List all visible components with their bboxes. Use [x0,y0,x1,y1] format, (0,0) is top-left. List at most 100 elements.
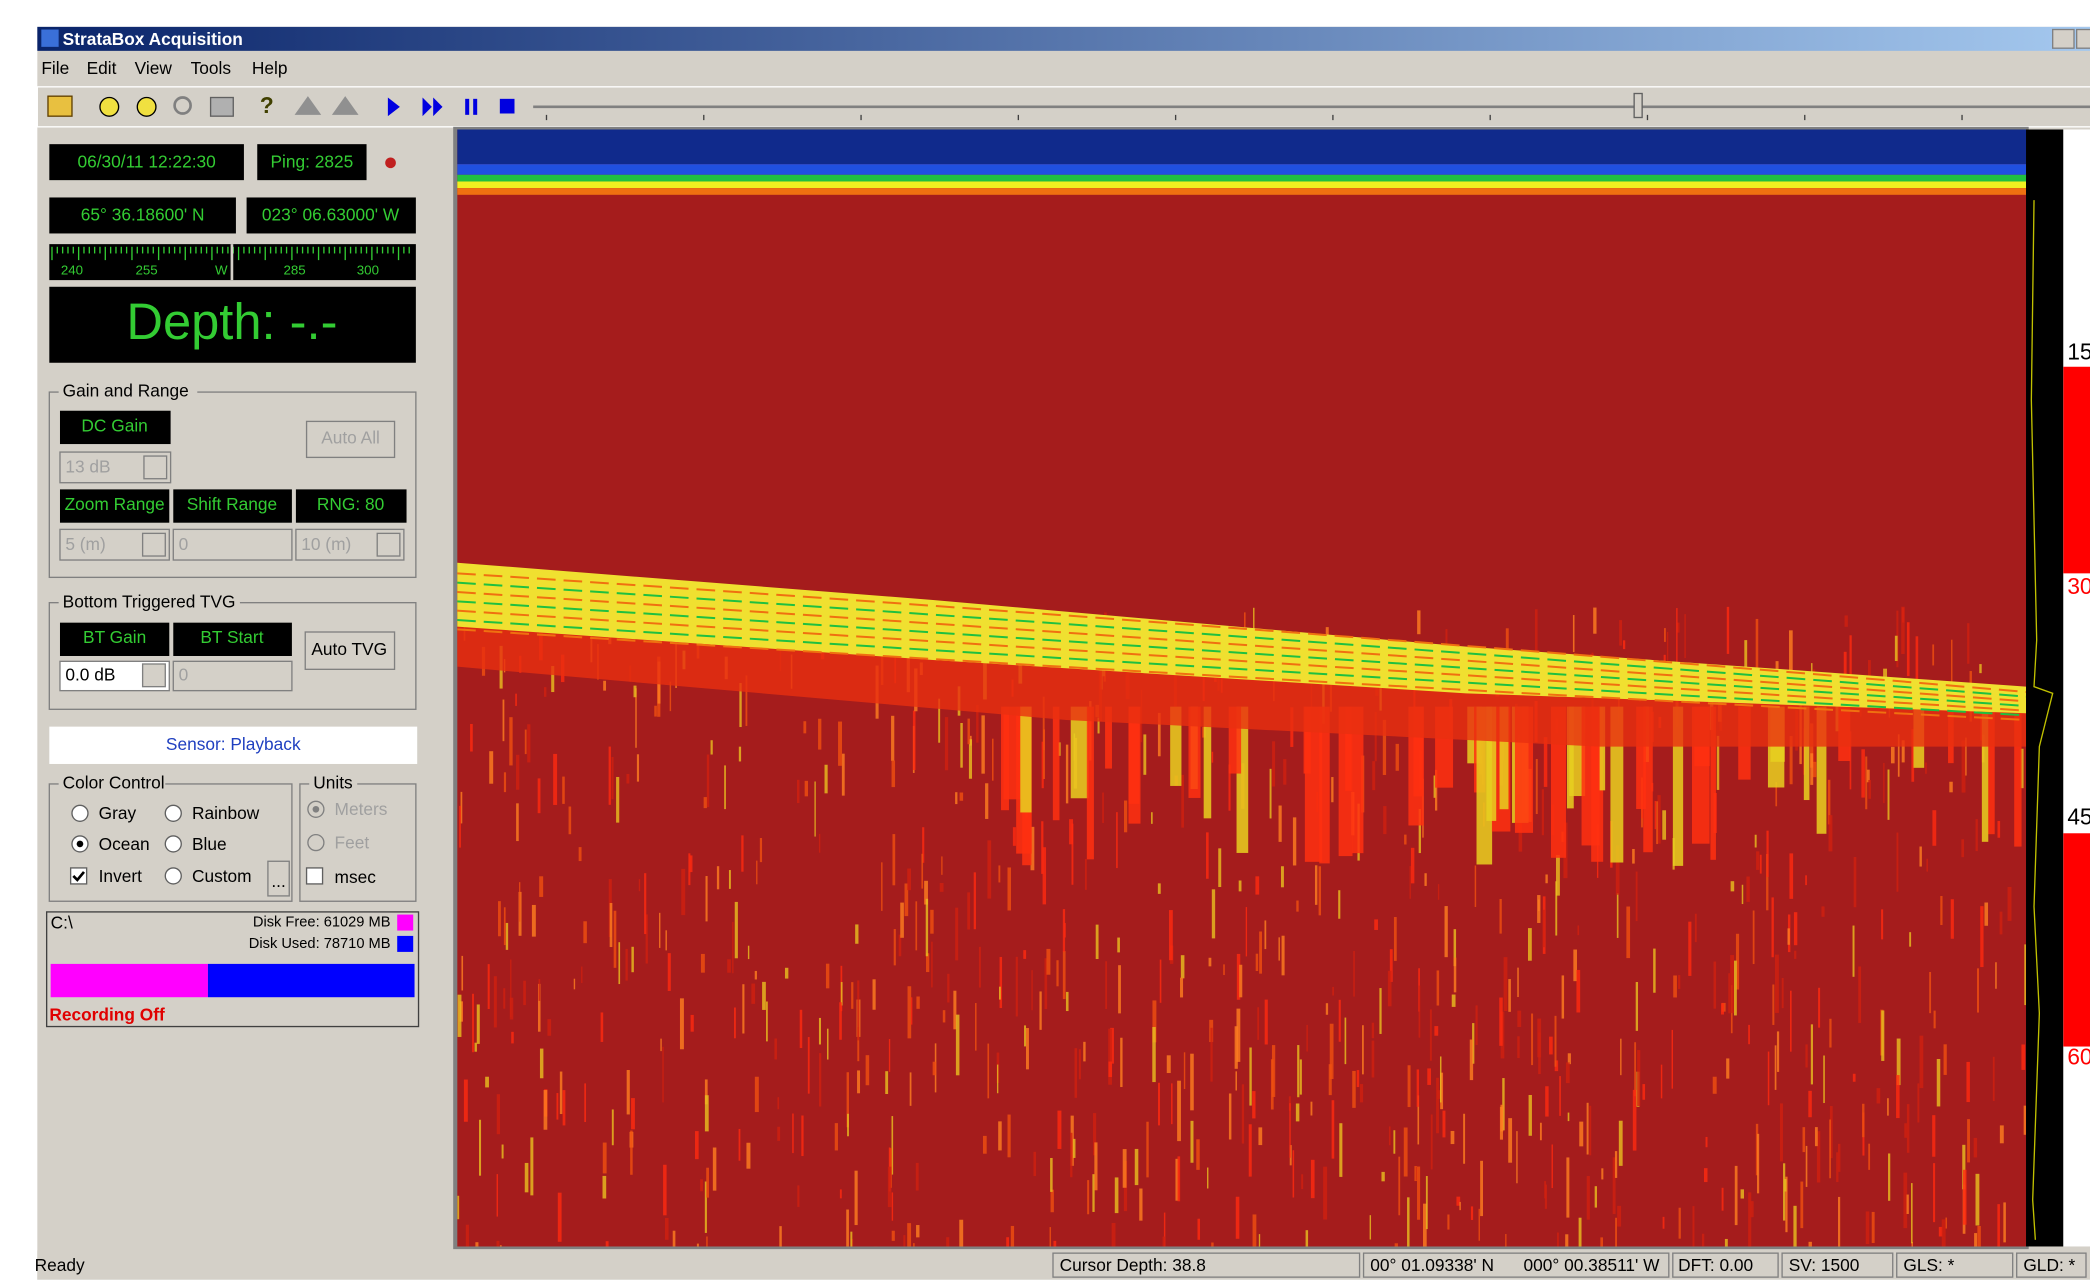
echo-speck [579,847,582,861]
echo-speck [1362,1025,1364,1074]
pause-button[interactable] [465,99,469,115]
echo-speck [1024,1025,1026,1046]
echo-speck [504,907,506,945]
radio[interactable] [165,805,181,821]
playback-slider[interactable] [1634,94,1642,118]
pause-button[interactable] [473,99,477,115]
menu-item[interactable]: Help [252,58,288,78]
echo-speck [1209,958,1212,967]
echo-speck [659,913,660,948]
option[interactable]: Gray [99,803,137,823]
bt-start-input[interactable] [173,661,292,690]
echo-speck [1637,1050,1640,1106]
echo-speck [1323,1167,1327,1220]
echo-speck [792,1114,794,1154]
echo-speck [1206,832,1209,878]
echo-speck [497,1094,500,1134]
echo-speck [835,1123,838,1150]
echo-speck [1746,876,1749,901]
help-button[interactable]: ? [260,92,274,118]
option[interactable]: Rainbow [192,803,260,823]
echo-speck [900,903,904,938]
tool-button[interactable] [137,98,156,117]
radio[interactable] [165,868,181,884]
echo-speck [1727,607,1729,654]
echo-speck [1555,881,1557,935]
dropdown-button[interactable] [377,533,400,556]
echo-speck [1411,848,1414,884]
echo-speck [748,946,749,959]
echo-speck [706,876,708,921]
checkbox-checked[interactable] [71,868,87,884]
checkbox[interactable] [307,868,323,884]
dropdown-button[interactable] [144,456,167,479]
echo-speck [563,1090,566,1125]
echo-speck [1396,744,1399,771]
open-button[interactable] [48,96,72,116]
echo-speck [892,761,896,788]
echo-speck [857,980,859,1040]
maximize-button[interactable] [2077,30,2090,49]
echo-speck [1872,1212,1875,1243]
radio[interactable] [308,835,324,851]
bt-start: BT Start [200,627,263,647]
echo-speck [892,1231,895,1241]
dropdown-button[interactable] [143,533,166,556]
echo-speck [530,1137,533,1195]
shift-value[interactable]: 0 [179,534,189,554]
custom-more[interactable]: ... [271,871,285,891]
menu-item[interactable]: View [135,58,173,78]
gain-value[interactable]: 13 dB [65,457,110,477]
auto-tvg[interactable]: Auto TVG [311,639,387,659]
zoom-value[interactable]: 5 (m) [65,534,105,554]
option[interactable]: Ocean [99,834,150,854]
stop-button[interactable] [500,99,515,114]
option[interactable]: Meters [335,799,388,819]
echo-speck [955,792,957,804]
echo-speck [670,682,671,712]
dropdown-button[interactable] [143,664,166,687]
menu-item[interactable]: Edit [87,58,117,78]
bt-start-value[interactable]: 0 [179,665,189,685]
echo-speck [1372,1041,1375,1078]
group-title: Gain and Range [63,381,189,401]
range-value[interactable]: 10 (m) [301,534,351,554]
echo-speck [1967,1119,1970,1162]
echo-speck [1633,1090,1637,1151]
echo-speck [510,998,513,1020]
option[interactable]: Feet [335,833,370,853]
option[interactable]: msec [335,867,377,887]
echo-speck [1319,866,1321,915]
echo-speck [1926,859,1928,872]
minimize-button[interactable] [2053,30,2074,49]
auto-all[interactable]: Auto All [321,427,380,447]
option[interactable]: Invert [99,866,142,886]
shift-input[interactable] [173,529,292,560]
app-icon [41,30,58,47]
echo-speck [1281,866,1284,887]
echo-speck [797,1185,799,1207]
echo-speck [1566,1062,1570,1083]
tool-button[interactable] [100,98,119,117]
option[interactable]: Custom [192,866,252,886]
menu-item[interactable]: File [41,58,69,78]
echo-speck [1115,1177,1119,1213]
menu-item[interactable]: Tools [191,58,232,78]
option[interactable]: Blue [192,834,227,854]
echo-speck [1784,1179,1786,1192]
echo-speck [826,964,829,989]
echo-speck [1118,965,1121,1013]
echo-speck [705,1095,709,1131]
echo-speck [497,1174,498,1216]
echo-speck [1239,880,1242,891]
echo-speck [1888,1153,1890,1200]
echo-speck [1246,907,1247,956]
radio[interactable] [165,836,181,852]
echo-speck [1167,1055,1171,1073]
radio[interactable] [72,805,88,821]
print-button[interactable] [211,98,234,117]
echo-speck [1223,964,1225,975]
echo-speck [1966,1062,1969,1102]
bt-gain-value[interactable]: 0.0 dB [65,665,115,685]
longitude: 023° 06.63000' W [262,205,400,225]
